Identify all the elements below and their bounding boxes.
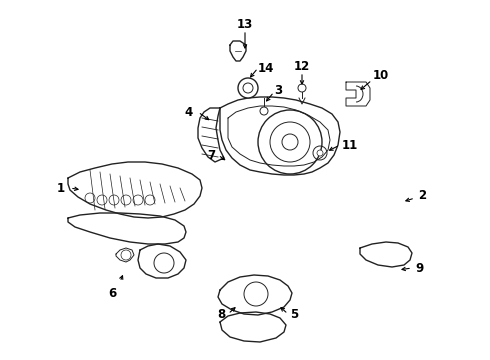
Text: 12: 12	[294, 60, 310, 73]
Circle shape	[317, 150, 323, 156]
Circle shape	[238, 78, 258, 98]
Polygon shape	[116, 248, 134, 262]
Text: 7: 7	[207, 149, 215, 162]
Text: 11: 11	[342, 139, 358, 152]
Text: 9: 9	[415, 261, 423, 274]
Text: 10: 10	[373, 68, 389, 81]
Circle shape	[298, 84, 306, 92]
Circle shape	[243, 83, 253, 93]
Polygon shape	[360, 242, 412, 267]
Text: 14: 14	[258, 62, 274, 75]
Text: 13: 13	[237, 18, 253, 31]
Polygon shape	[198, 108, 224, 162]
Circle shape	[313, 146, 327, 160]
Text: 5: 5	[290, 309, 298, 321]
Polygon shape	[68, 162, 202, 218]
Text: 8: 8	[217, 309, 225, 321]
Polygon shape	[68, 213, 186, 244]
Text: 6: 6	[108, 287, 116, 300]
Polygon shape	[346, 82, 370, 106]
Text: 2: 2	[418, 189, 426, 202]
Polygon shape	[230, 41, 246, 61]
Text: 1: 1	[57, 181, 65, 194]
Text: 4: 4	[185, 105, 193, 118]
Polygon shape	[220, 312, 286, 342]
Text: 3: 3	[274, 84, 282, 96]
Polygon shape	[218, 275, 292, 315]
Circle shape	[260, 107, 268, 115]
Polygon shape	[138, 244, 186, 278]
Polygon shape	[220, 97, 340, 175]
